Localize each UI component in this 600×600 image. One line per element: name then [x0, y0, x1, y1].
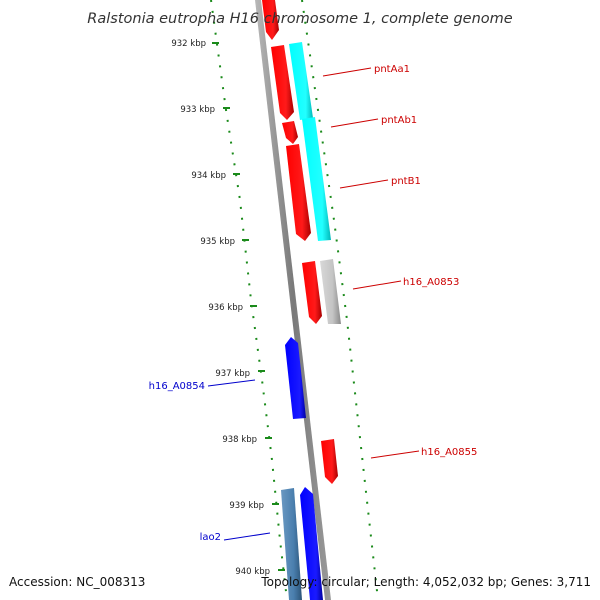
leader-h16_A0853	[352, 280, 402, 290]
leader-lao2	[223, 532, 271, 541]
gene-pntB1-red[interactable]	[286, 144, 311, 241]
gene-label-h16_A0853[interactable]: h16_A0853	[403, 277, 459, 288]
kbp-label-938: 938 kbp	[222, 435, 257, 445]
gene-blue-bottom[interactable]	[300, 487, 323, 600]
label-leader-lines	[207, 67, 420, 541]
kbp-ticks	[212, 42, 285, 571]
gene-pntAa1-red[interactable]	[271, 45, 294, 120]
gene-label-lao2[interactable]: lao2	[200, 532, 221, 543]
leader-pntAa1	[322, 67, 372, 77]
kbp-label-934: 934 kbp	[191, 171, 226, 181]
leader-pntB1	[339, 179, 389, 189]
gene-label-pntAb1[interactable]: pntAb1	[381, 115, 417, 126]
gene-label-h16_A0854[interactable]: h16_A0854	[149, 381, 205, 392]
kbp-label-940: 940 kbp	[235, 567, 270, 577]
chromosome-backbone	[255, 0, 331, 600]
kbp-label-932: 932 kbp	[171, 39, 206, 49]
topology-text: Topology: circular; Length: 4,052,032 bp…	[260, 575, 591, 589]
kbp-label-937: 937 kbp	[215, 369, 250, 379]
kbp-label-939: 939 kbp	[229, 501, 264, 511]
accession-text: Accession: NC_008313	[9, 575, 145, 589]
gene-pntAb1-red[interactable]	[282, 121, 298, 144]
kbp-label-935: 935 kbp	[200, 237, 235, 247]
gene-label-h16_A0855[interactable]: h16_A0855	[421, 447, 477, 458]
leader-h16_A0855	[370, 450, 420, 459]
map-title: Ralstonia eutropha H16 chromosome 1, com…	[87, 11, 512, 27]
leader-pntAb1	[330, 118, 379, 128]
gc-dotted-curve-right	[301, 0, 379, 600]
gene-h16_A0854-blue[interactable]	[285, 337, 306, 419]
gene-arrow-top-partial[interactable]	[262, 0, 279, 40]
gene-h16_A0853-gray[interactable]	[320, 259, 341, 324]
gene-lao2-steel[interactable]	[281, 488, 302, 600]
gene-pntAa1-cyan[interactable]	[289, 42, 313, 120]
gene-label-pntAa1[interactable]: pntAa1	[374, 64, 410, 75]
gene-h16_A0855-red[interactable]	[321, 439, 338, 484]
kbp-label-933: 933 kbp	[180, 105, 215, 115]
gene-pntAb1-pntB1-cyan[interactable]	[302, 117, 331, 241]
kbp-label-936: 936 kbp	[208, 303, 243, 313]
gene-label-pntB1[interactable]: pntB1	[391, 176, 421, 187]
leader-h16_A0854	[207, 379, 256, 387]
gene-h16_A0853-red[interactable]	[302, 261, 322, 324]
